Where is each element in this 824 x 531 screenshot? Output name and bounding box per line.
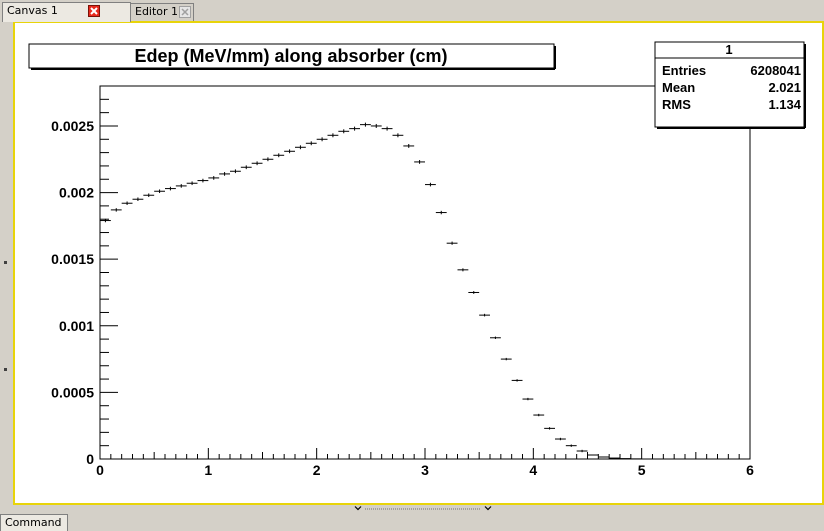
close-tab-red-icon[interactable] xyxy=(88,5,100,17)
tab-editor-1[interactable]: Editor 1 xyxy=(130,3,194,21)
tab-bar: Canvas 1 Editor 1 xyxy=(0,0,824,22)
y-tick-label: 0.001 xyxy=(59,318,94,334)
horizontal-splitter[interactable] xyxy=(13,505,824,513)
x-tick-label: 1 xyxy=(204,462,212,478)
axes: 0 0.0005 0.001 0.0015 0.002 0.0025 0 1 2 3 4 5 6 xyxy=(51,85,754,478)
plot-area xyxy=(99,85,751,460)
stats-mean-label: Mean xyxy=(662,80,695,95)
grip-dot xyxy=(4,368,7,371)
chart-title: Edep (MeV/mm) along absorber (cm) xyxy=(134,46,447,66)
status-bar: Command xyxy=(0,513,824,531)
command-tab[interactable]: Command xyxy=(0,514,68,531)
title-box xyxy=(28,43,555,69)
x-tick-label: 6 xyxy=(746,462,754,478)
left-resize-grip[interactable] xyxy=(0,21,13,505)
tab-canvas-1-label: Canvas 1 xyxy=(7,4,58,17)
y-tick-label: 0.0025 xyxy=(51,118,94,134)
stats-rms-label: RMS xyxy=(662,97,691,112)
splitter-handle-icon[interactable] xyxy=(353,506,493,511)
grip-dot xyxy=(4,261,7,264)
stats-entries-label: Entries xyxy=(662,63,706,78)
y-tick-label: 0 xyxy=(86,451,94,467)
histogram-plot[interactable]: 0 0.0005 0.001 0.0015 0.002 0.0025 0 1 2 3 4 5 6 Ede… xyxy=(15,23,822,503)
x-tick-label: 2 xyxy=(313,462,321,478)
y-tick-label: 0.0005 xyxy=(51,384,94,400)
x-tick-label: 0 xyxy=(96,462,104,478)
y-tick-label: 0.002 xyxy=(59,185,94,201)
y-tick-label: 0.0015 xyxy=(51,251,94,267)
histogram-series xyxy=(100,122,750,460)
stats-rms-value: 1.134 xyxy=(768,97,801,112)
tab-canvas-1[interactable]: Canvas 1 xyxy=(2,2,131,22)
close-tab-grey-icon[interactable] xyxy=(179,6,191,18)
x-tick-label: 4 xyxy=(529,462,537,478)
stats-entries-value: 6208041 xyxy=(750,63,801,78)
tab-editor-1-label: Editor 1 xyxy=(135,5,179,18)
canvas-1-frame[interactable]: 0 0.0005 0.001 0.0015 0.002 0.0025 0 1 2 3 4 5 6 Ede… xyxy=(13,21,824,505)
stats-mean-value: 2.021 xyxy=(768,80,801,95)
x-tick-label: 5 xyxy=(638,462,646,478)
stats-box-title: 1 xyxy=(725,42,732,57)
x-tick-label: 3 xyxy=(421,462,429,478)
stats-box xyxy=(654,41,805,128)
